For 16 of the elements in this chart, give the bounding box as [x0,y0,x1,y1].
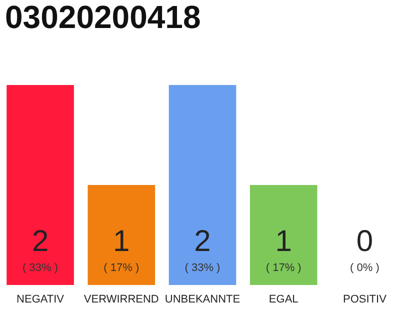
data-label: 2 [32,225,49,258]
annotation: ( 33% ) [22,262,58,274]
annotation: ( 17% ) [266,262,302,274]
chart-title: 03020200418 [5,0,201,35]
x-tick-label: EGAL [268,294,298,306]
data-label: 0 [356,225,374,258]
data-label: 2 [194,225,211,258]
data-label: 1 [113,225,130,258]
x-tick-label: UNBEKANNTE [164,294,240,306]
x-tick-label: NEGATIV [16,294,65,306]
annotation: ( 17% ) [104,262,140,274]
annotation: ( 0% ) [350,262,380,274]
x-tick-label: VERWIRREND [84,294,159,306]
x-tick-label: POSITIV [343,294,388,306]
data-label: 1 [275,225,292,258]
annotation: ( 33% ) [184,262,220,274]
